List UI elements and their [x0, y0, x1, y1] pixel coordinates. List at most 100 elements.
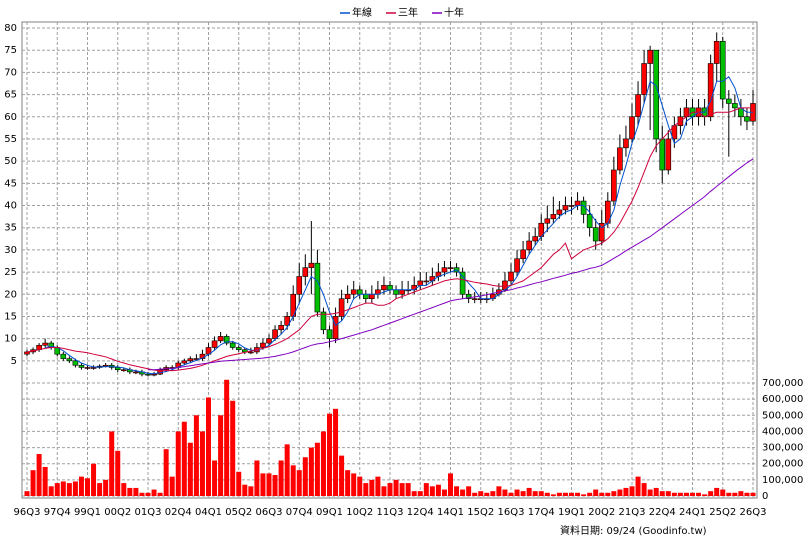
volume-bar: [538, 491, 544, 496]
volume-bar: [690, 492, 695, 496]
volume-bar: [556, 492, 562, 496]
y-tick-label: 55: [4, 134, 17, 145]
volume-bar: [236, 471, 242, 496]
y2-tick-label: 100,000: [762, 475, 803, 486]
volume-bar: [544, 492, 550, 496]
legend-label: 三年: [398, 6, 418, 19]
volume-bar: [550, 494, 556, 496]
volume-bar: [260, 473, 266, 496]
ma-line: [26, 107, 753, 372]
y2-tick-label: 700,000: [762, 378, 803, 389]
x-tick-label: 02Q4: [165, 507, 192, 518]
candle-body: [278, 325, 284, 331]
candle-body: [266, 338, 272, 344]
volume-bar: [248, 486, 254, 496]
candle-body: [217, 336, 224, 342]
y-tick-label: 50: [4, 156, 17, 167]
candle-body: [114, 367, 121, 370]
y-tick-label: 40: [4, 201, 17, 212]
candle-body: [635, 94, 641, 118]
volume-bar: [417, 491, 423, 496]
footer: 資料日期: 09/24 (Goodinfo.tw): [560, 524, 707, 537]
volume-bar: [224, 379, 230, 496]
x-tick-label: 25Q2: [709, 507, 736, 518]
volume-bar: [502, 489, 508, 496]
x-tick-label: 04Q1: [195, 507, 222, 518]
volume-bar: [139, 492, 145, 496]
y-tick-label: 75: [4, 45, 17, 56]
volume-bar: [671, 492, 677, 496]
volume-bar: [345, 470, 351, 496]
candle-body: [732, 103, 738, 109]
legend-label: 十年: [444, 6, 464, 19]
candle-body: [350, 289, 357, 295]
volume-bar: [653, 487, 659, 496]
candle-body: [713, 41, 720, 64]
volume-bar: [478, 491, 484, 496]
legend-label: 年線: [352, 6, 372, 19]
volume-bar: [181, 421, 187, 496]
candle-body: [369, 293, 375, 299]
volume-bar: [599, 492, 605, 496]
candle-body: [611, 169, 617, 202]
volume-bar: [339, 455, 345, 496]
volume-bar: [278, 460, 284, 496]
candle-body: [229, 342, 236, 348]
y2-tick-label: 400,000: [762, 426, 803, 437]
volume-bar: [393, 479, 399, 496]
candle-body: [744, 116, 750, 122]
candle-body: [719, 41, 726, 100]
volume-bar: [363, 483, 369, 496]
x-tick-label: 96Q3: [14, 507, 41, 518]
candle-body: [441, 267, 448, 273]
candle-body: [326, 329, 333, 339]
volume-bar: [97, 483, 103, 496]
candle-body: [344, 293, 351, 299]
candle-body: [223, 336, 230, 344]
y-tick-label: 10: [4, 334, 17, 345]
y-tick-label: 65: [4, 90, 17, 101]
volume-bar: [683, 492, 689, 496]
x-tick-label: 16Q3: [498, 507, 525, 518]
x-tick-label: 99Q1: [74, 507, 101, 518]
volume-bar: [169, 476, 175, 496]
volume-bar: [296, 470, 302, 496]
volume-bar: [647, 489, 653, 496]
candle-body: [66, 358, 73, 362]
candle-body: [641, 63, 647, 95]
x-tick-label: 01Q3: [135, 507, 162, 518]
volume-bar: [738, 491, 744, 496]
candle-body: [235, 347, 242, 351]
candle-body: [598, 222, 605, 242]
candle-body: [550, 214, 557, 220]
volume-bar: [466, 486, 472, 496]
candle-body: [133, 371, 139, 374]
volume-bar: [145, 492, 151, 496]
volume-bar: [314, 442, 320, 496]
x-tick-label: 20Q2: [588, 507, 615, 518]
volume-bar: [387, 483, 393, 496]
candle-body: [332, 316, 339, 339]
volume-bar: [284, 444, 290, 496]
volume-bar: [629, 486, 635, 496]
candle-body: [60, 353, 67, 359]
candle-body: [356, 289, 363, 295]
candle-body: [302, 267, 309, 277]
candle-body: [187, 358, 194, 362]
candle-body: [272, 329, 278, 339]
candle-body: [562, 205, 569, 211]
candle-body: [248, 351, 254, 354]
volume-bar: [157, 492, 163, 496]
volume-bar: [357, 476, 363, 496]
y2-tick-label: 300,000: [762, 443, 803, 454]
x-tick-label: 10Q2: [346, 507, 373, 518]
volume-bar: [242, 484, 248, 496]
volume-bar: [48, 486, 54, 496]
volume-bar: [411, 491, 417, 496]
volume-bar: [127, 487, 133, 496]
volume-bar: [175, 431, 181, 496]
candle-body: [362, 293, 369, 299]
candle-body: [308, 262, 315, 268]
volume-bar: [54, 483, 60, 496]
